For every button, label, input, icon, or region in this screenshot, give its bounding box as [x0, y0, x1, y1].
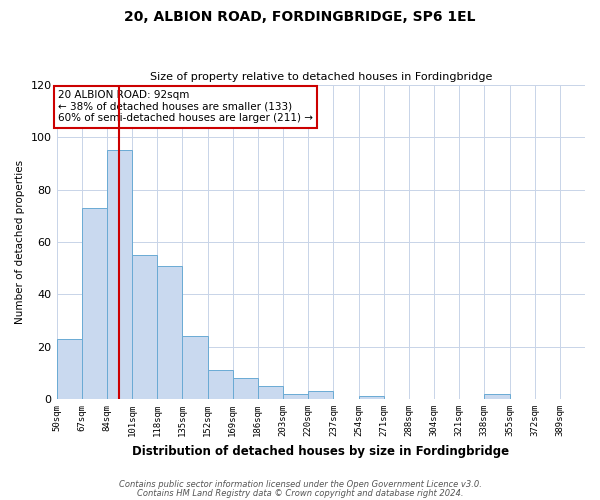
- Bar: [484, 394, 509, 399]
- Text: Contains public sector information licensed under the Open Government Licence v3: Contains public sector information licen…: [119, 480, 481, 489]
- Bar: [308, 391, 334, 399]
- Bar: [132, 255, 157, 399]
- Bar: [359, 396, 383, 399]
- Title: Size of property relative to detached houses in Fordingbridge: Size of property relative to detached ho…: [149, 72, 492, 82]
- Y-axis label: Number of detached properties: Number of detached properties: [15, 160, 25, 324]
- Bar: [258, 386, 283, 399]
- Bar: [56, 339, 82, 399]
- Bar: [283, 394, 308, 399]
- Bar: [107, 150, 132, 399]
- Bar: [82, 208, 107, 399]
- X-axis label: Distribution of detached houses by size in Fordingbridge: Distribution of detached houses by size …: [132, 444, 509, 458]
- Text: Contains HM Land Registry data © Crown copyright and database right 2024.: Contains HM Land Registry data © Crown c…: [137, 488, 463, 498]
- Bar: [208, 370, 233, 399]
- Bar: [233, 378, 258, 399]
- Bar: [157, 266, 182, 399]
- Text: 20 ALBION ROAD: 92sqm
← 38% of detached houses are smaller (133)
60% of semi-det: 20 ALBION ROAD: 92sqm ← 38% of detached …: [58, 90, 313, 124]
- Bar: [182, 336, 208, 399]
- Text: 20, ALBION ROAD, FORDINGBRIDGE, SP6 1EL: 20, ALBION ROAD, FORDINGBRIDGE, SP6 1EL: [124, 10, 476, 24]
